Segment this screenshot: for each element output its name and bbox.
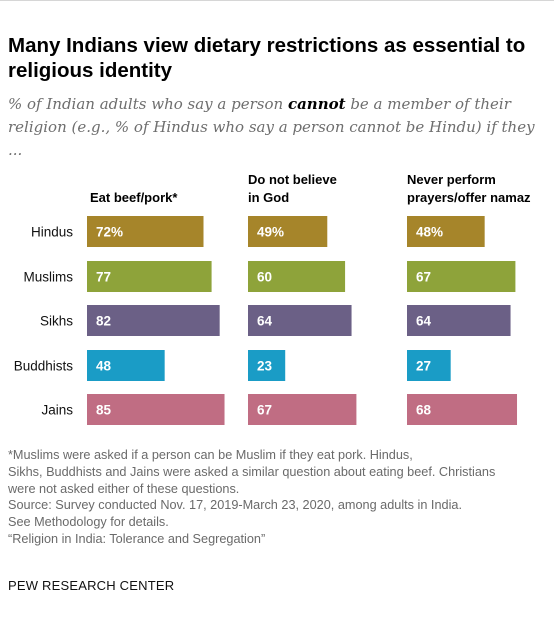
subtitle-rest: be a member of their religion (e.g., % o… [8, 95, 535, 159]
row-label-sikhs: Sikhs [40, 314, 73, 329]
bar-value-label-1-sikhs: 82 [96, 314, 111, 329]
bar-value-label-2-sikhs: 64 [257, 314, 273, 329]
bar-1-buddhists [87, 350, 165, 381]
bar-value-label-3-hindus: 48% [416, 225, 443, 240]
panel-header-2-line-2: in God [248, 190, 289, 205]
chart-subtitle: % of Indian adults who say a person cann… [8, 93, 548, 162]
chart-notes: *Muslims were asked if a person can be M… [8, 447, 553, 548]
bar-2-buddhists [248, 350, 286, 381]
organization-name: PEW RESEARCH CENTER [8, 578, 175, 593]
panel-header-3-line-1: Never perform [407, 172, 496, 187]
panel-header-2-line-1: Do not believe [248, 172, 337, 187]
bar-value-label-2-muslims: 60 [257, 270, 272, 285]
bar-3-hindus [407, 216, 485, 247]
chart-title: Many Indians view dietary restrictions a… [8, 34, 526, 82]
bar-value-label-2-buddhists: 23 [257, 359, 273, 374]
footnote: *Muslims were asked if a person can be M… [8, 448, 496, 496]
bar-1-sikhs [87, 305, 220, 336]
bar-value-label-2-hindus: 49% [257, 225, 284, 240]
panel-header-3-line-2: prayers/offer namaz [407, 190, 531, 205]
bar-3-muslims [407, 261, 516, 292]
bar-value-label-3-sikhs: 64 [416, 314, 432, 329]
bar-2-sikhs [248, 305, 352, 336]
subtitle-emphasis: cannot [287, 95, 346, 113]
bar-3-jains [407, 394, 518, 425]
bar-value-label-1-buddhists: 48 [96, 359, 112, 374]
subtitle-lead: % of Indian adults who say a person [8, 95, 288, 113]
panel-header-1-line-1: Eat beef/pork* [90, 190, 178, 205]
report-title: “Religion in India: Tolerance and Segreg… [8, 531, 266, 546]
bar-value-label-3-jains: 68 [416, 403, 432, 418]
bar-value-label-3-muslims: 67 [416, 270, 431, 285]
bar-value-label-3-buddhists: 27 [416, 359, 431, 374]
bar-value-label-2-jains: 67 [257, 403, 272, 418]
bar-1-muslims [87, 261, 212, 292]
bar-2-hindus [248, 216, 328, 247]
row-label-hindus: Hindus [31, 225, 73, 240]
row-label-muslims: Muslims [24, 270, 74, 285]
bar-value-label-1-muslims: 77 [96, 270, 111, 285]
bar-value-label-1-jains: 85 [96, 403, 112, 418]
bar-3-buddhists [407, 350, 451, 381]
bar-3-sikhs [407, 305, 511, 336]
row-label-buddhists: Buddhists [14, 359, 74, 374]
bar-chart: Hindus Muslims Sikhs Buddhists Jains Eat beef… [14, 172, 531, 425]
top-rule [0, 0, 554, 1]
bar-2-muslims [248, 261, 346, 292]
row-label-jains: Jains [41, 403, 73, 418]
bar-1-jains [87, 394, 225, 425]
source-note: Source: Survey conducted Nov. 17, 2019-M… [8, 498, 462, 530]
bar-1-hindus [87, 216, 204, 247]
bar-value-label-1-hindus: 72% [96, 225, 123, 240]
bar-2-jains [248, 394, 357, 425]
